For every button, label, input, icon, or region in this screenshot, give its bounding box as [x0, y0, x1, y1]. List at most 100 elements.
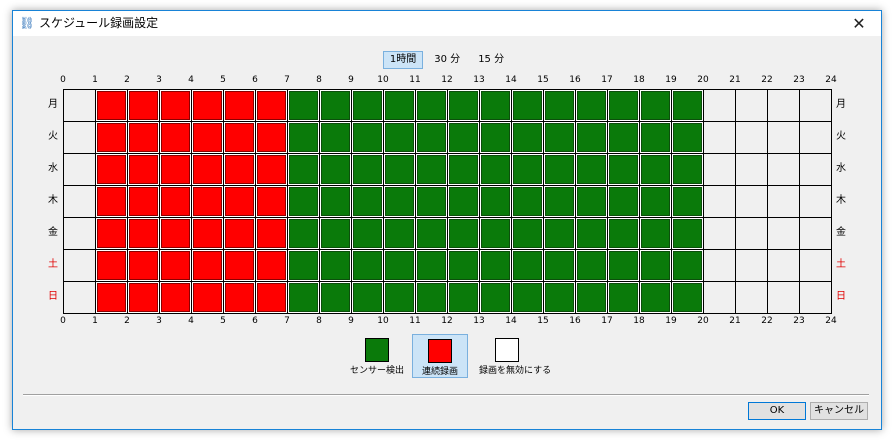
- schedule-cell[interactable]: [256, 250, 288, 282]
- schedule-cell[interactable]: [480, 250, 512, 282]
- schedule-cell[interactable]: [448, 90, 480, 122]
- schedule-cell[interactable]: [480, 282, 512, 314]
- schedule-cell[interactable]: [128, 282, 160, 314]
- schedule-cell[interactable]: [800, 90, 832, 122]
- schedule-cell[interactable]: [704, 90, 736, 122]
- schedule-cell[interactable]: [64, 186, 96, 218]
- schedule-cell[interactable]: [416, 186, 448, 218]
- schedule-cell[interactable]: [736, 250, 768, 282]
- schedule-cell[interactable]: [224, 186, 256, 218]
- schedule-cell[interactable]: [576, 282, 608, 314]
- schedule-cell[interactable]: [128, 186, 160, 218]
- schedule-cell[interactable]: [352, 218, 384, 250]
- schedule-cell[interactable]: [448, 154, 480, 186]
- schedule-cell[interactable]: [96, 250, 128, 282]
- schedule-cell[interactable]: [320, 122, 352, 154]
- schedule-cell[interactable]: [224, 154, 256, 186]
- schedule-cell[interactable]: [640, 218, 672, 250]
- schedule-cell[interactable]: [64, 154, 96, 186]
- schedule-cell[interactable]: [768, 218, 800, 250]
- schedule-cell[interactable]: [288, 186, 320, 218]
- schedule-cell[interactable]: [512, 90, 544, 122]
- schedule-cell[interactable]: [768, 90, 800, 122]
- schedule-cell[interactable]: [800, 250, 832, 282]
- schedule-cell[interactable]: [640, 122, 672, 154]
- schedule-cell[interactable]: [608, 218, 640, 250]
- schedule-cell[interactable]: [128, 154, 160, 186]
- schedule-cell[interactable]: [352, 154, 384, 186]
- schedule-cell[interactable]: [704, 186, 736, 218]
- schedule-cell[interactable]: [288, 90, 320, 122]
- schedule-cell[interactable]: [64, 250, 96, 282]
- schedule-cell[interactable]: [160, 90, 192, 122]
- schedule-cell[interactable]: [256, 154, 288, 186]
- schedule-cell[interactable]: [544, 154, 576, 186]
- schedule-cell[interactable]: [704, 122, 736, 154]
- schedule-cell[interactable]: [576, 250, 608, 282]
- schedule-cell[interactable]: [672, 186, 704, 218]
- schedule-cell[interactable]: [352, 122, 384, 154]
- schedule-cell[interactable]: [448, 122, 480, 154]
- schedule-cell[interactable]: [192, 250, 224, 282]
- schedule-cell[interactable]: [640, 282, 672, 314]
- schedule-cell[interactable]: [192, 186, 224, 218]
- schedule-cell[interactable]: [608, 90, 640, 122]
- schedule-cell[interactable]: [320, 218, 352, 250]
- schedule-cell[interactable]: [512, 218, 544, 250]
- tab-1-hour[interactable]: 1時間: [382, 51, 424, 69]
- schedule-cell[interactable]: [64, 122, 96, 154]
- schedule-cell[interactable]: [192, 122, 224, 154]
- schedule-cell[interactable]: [224, 282, 256, 314]
- schedule-cell[interactable]: [352, 282, 384, 314]
- schedule-cell[interactable]: [704, 218, 736, 250]
- schedule-cell[interactable]: [512, 154, 544, 186]
- schedule-cell[interactable]: [256, 186, 288, 218]
- schedule-cell[interactable]: [128, 218, 160, 250]
- schedule-cell[interactable]: [448, 282, 480, 314]
- schedule-cell[interactable]: [384, 186, 416, 218]
- schedule-cell[interactable]: [384, 154, 416, 186]
- schedule-cell[interactable]: [352, 90, 384, 122]
- schedule-cell[interactable]: [288, 282, 320, 314]
- schedule-cell[interactable]: [416, 122, 448, 154]
- schedule-cell[interactable]: [256, 90, 288, 122]
- schedule-cell[interactable]: [384, 122, 416, 154]
- schedule-cell[interactable]: [448, 218, 480, 250]
- schedule-cell[interactable]: [256, 282, 288, 314]
- schedule-cell[interactable]: [320, 250, 352, 282]
- schedule-cell[interactable]: [320, 90, 352, 122]
- schedule-cell[interactable]: [64, 218, 96, 250]
- schedule-cell[interactable]: [160, 122, 192, 154]
- schedule-cell[interactable]: [576, 186, 608, 218]
- schedule-cell[interactable]: [608, 282, 640, 314]
- schedule-cell[interactable]: [96, 154, 128, 186]
- schedule-cell[interactable]: [480, 186, 512, 218]
- schedule-cell[interactable]: [224, 218, 256, 250]
- schedule-cell[interactable]: [544, 122, 576, 154]
- schedule-cell[interactable]: [768, 282, 800, 314]
- schedule-cell[interactable]: [480, 154, 512, 186]
- schedule-cell[interactable]: [224, 90, 256, 122]
- schedule-cell[interactable]: [640, 154, 672, 186]
- schedule-cell[interactable]: [96, 90, 128, 122]
- schedule-cell[interactable]: [704, 250, 736, 282]
- schedule-cell[interactable]: [64, 90, 96, 122]
- schedule-cell[interactable]: [576, 154, 608, 186]
- schedule-cell[interactable]: [384, 218, 416, 250]
- schedule-cell[interactable]: [160, 250, 192, 282]
- schedule-cell[interactable]: [736, 90, 768, 122]
- schedule-cell[interactable]: [544, 218, 576, 250]
- schedule-cell[interactable]: [640, 90, 672, 122]
- schedule-cell[interactable]: [768, 186, 800, 218]
- ok-button[interactable]: OK: [748, 402, 806, 420]
- schedule-cell[interactable]: [608, 250, 640, 282]
- schedule-cell[interactable]: [320, 282, 352, 314]
- schedule-cell[interactable]: [480, 122, 512, 154]
- schedule-cell[interactable]: [160, 218, 192, 250]
- schedule-cell[interactable]: [288, 154, 320, 186]
- schedule-cell[interactable]: [576, 218, 608, 250]
- schedule-cell[interactable]: [128, 90, 160, 122]
- schedule-cell[interactable]: [416, 282, 448, 314]
- schedule-cell[interactable]: [800, 154, 832, 186]
- schedule-cell[interactable]: [384, 90, 416, 122]
